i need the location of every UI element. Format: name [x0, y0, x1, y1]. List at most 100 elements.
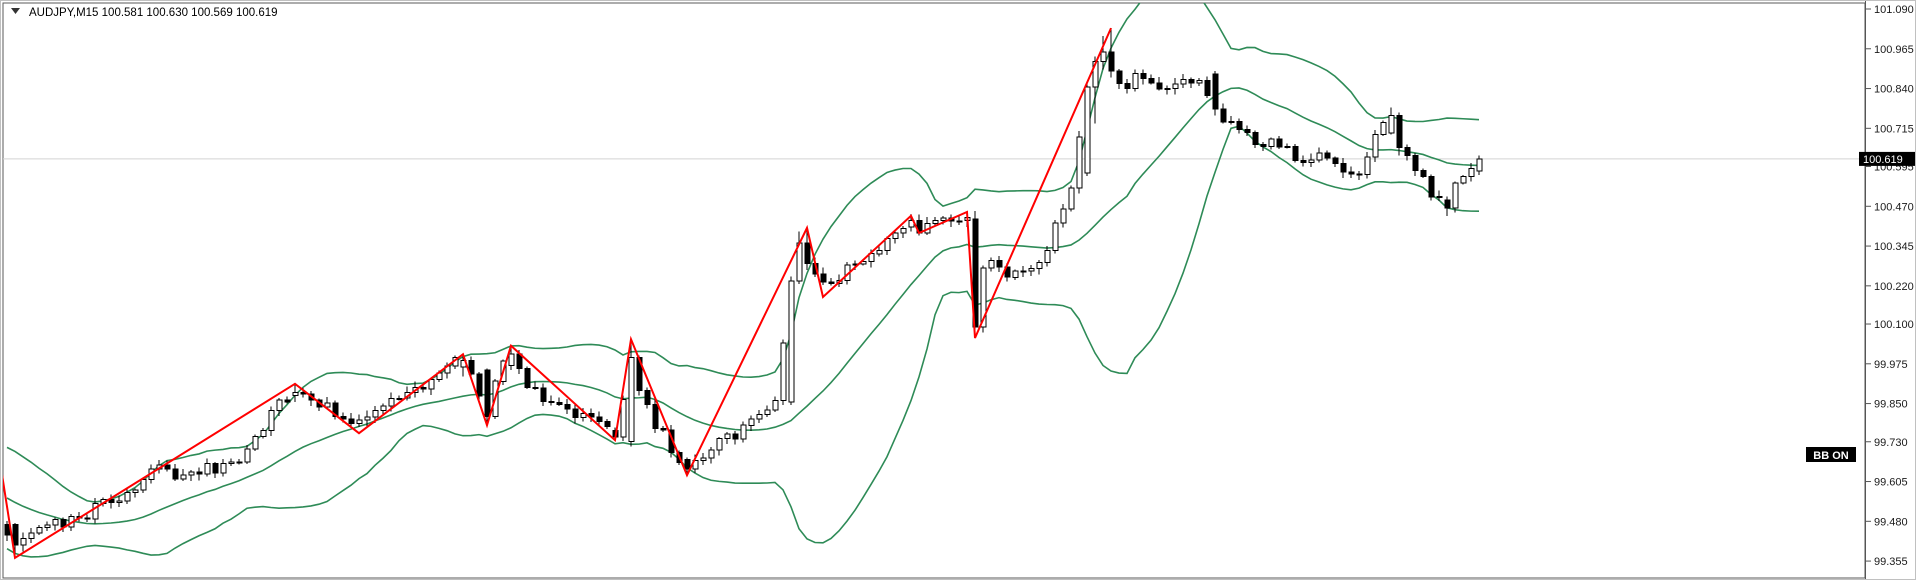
candle-body — [892, 232, 899, 240]
candle-body — [820, 273, 827, 283]
bb-toggle-bg[interactable] — [1806, 447, 1856, 462]
candle-body — [1268, 138, 1275, 148]
candle-body — [1244, 129, 1251, 133]
candle-body — [588, 412, 595, 418]
candle-body — [660, 428, 667, 431]
candle-body — [556, 402, 563, 406]
candle-body — [364, 416, 371, 421]
candle-body — [1252, 131, 1259, 146]
candle-body — [540, 387, 547, 403]
candle-body — [1204, 80, 1211, 96]
bb-toggle-button[interactable]: BB ON — [1806, 447, 1856, 462]
candle-body — [548, 401, 555, 404]
candle-body — [1372, 133, 1379, 158]
candle-body — [1156, 82, 1163, 90]
candle-body — [628, 356, 635, 443]
candle-body — [996, 260, 1003, 268]
candle-body — [564, 404, 571, 410]
candle-body — [276, 399, 283, 412]
candle-body — [788, 280, 795, 403]
candle-body — [1148, 78, 1155, 84]
candle-body — [1164, 87, 1171, 90]
candle-body — [932, 219, 939, 224]
candle-body — [1292, 145, 1299, 161]
candle-body — [12, 524, 19, 546]
candle-body — [756, 414, 763, 420]
candle-body — [988, 260, 995, 269]
candle-body — [20, 537, 27, 546]
candle-body — [324, 402, 331, 408]
candle-body — [732, 433, 739, 440]
candle-body — [132, 489, 139, 493]
candle-body — [36, 527, 43, 534]
candle-body — [724, 433, 731, 440]
candle-body — [1348, 171, 1355, 175]
candle-body — [1108, 51, 1115, 72]
candle-body — [804, 242, 811, 265]
candle-body — [1452, 182, 1459, 209]
candle-body — [356, 419, 363, 424]
candle-body — [228, 461, 235, 465]
candle-body — [188, 471, 195, 476]
axis-label: 99.975 — [1874, 359, 1908, 371]
candle-body — [348, 418, 355, 424]
candle-body — [1420, 170, 1427, 177]
axis-label: 99.605 — [1874, 477, 1908, 489]
candle-body — [1308, 159, 1315, 164]
candle-body — [92, 503, 99, 520]
candle-body — [212, 462, 219, 474]
candle-body — [1356, 173, 1363, 176]
price-axis[interactable]: 101.090100.965100.840100.715100.595100.4… — [1865, 1, 1914, 580]
candle-body — [876, 249, 883, 255]
candle-body — [268, 410, 275, 431]
candle-body — [84, 517, 91, 520]
candle-body — [1468, 168, 1475, 178]
candle-body — [524, 368, 531, 389]
candle-body — [484, 369, 491, 417]
current-price-tag-label: 100.619 — [1863, 154, 1903, 166]
symbol-dropdown-icon[interactable] — [11, 8, 20, 14]
candle-body — [1444, 199, 1451, 209]
candle-body — [972, 218, 979, 328]
candle-body — [1332, 157, 1339, 164]
candle-body — [1036, 262, 1043, 269]
candle-body — [1228, 120, 1235, 123]
candle-body — [956, 220, 963, 223]
plot-area[interactable] — [2, 2, 1866, 579]
candle-body — [1124, 82, 1131, 90]
candle-body — [1084, 86, 1091, 174]
candle-body — [108, 499, 115, 503]
candle-body — [204, 462, 211, 475]
axis-label: 99.730 — [1874, 437, 1908, 449]
candle-body — [1236, 120, 1243, 131]
zigzag-line — [3, 27, 1112, 560]
candle-body — [532, 387, 539, 390]
candle-body — [1476, 158, 1483, 172]
candle-body — [1220, 108, 1227, 123]
zigzag-series — [3, 27, 1112, 560]
candle-body — [1460, 176, 1467, 184]
candle-body — [1044, 249, 1051, 263]
candle-body — [1076, 136, 1083, 189]
candle-body — [164, 464, 171, 470]
bollinger-upper-band — [6, 3, 1480, 503]
axis-label: 99.480 — [1874, 516, 1908, 528]
candle-body — [1180, 78, 1187, 85]
candle-body — [260, 429, 267, 437]
candle-body — [772, 400, 779, 411]
candle-body — [1012, 270, 1019, 278]
candle-body — [116, 500, 123, 503]
candle-body — [1436, 195, 1443, 198]
candle-body — [1284, 145, 1291, 148]
candle-body — [292, 391, 299, 397]
current-price-tag: 100.619 — [1859, 151, 1915, 166]
candle-body — [1380, 121, 1387, 135]
candle-body — [1188, 78, 1195, 84]
candle-body — [1300, 159, 1307, 163]
bb-toggle-label[interactable]: BB ON — [1813, 450, 1849, 462]
candle-body — [44, 524, 51, 529]
candle-body — [1316, 152, 1323, 161]
axis-label: 100.470 — [1874, 201, 1914, 213]
